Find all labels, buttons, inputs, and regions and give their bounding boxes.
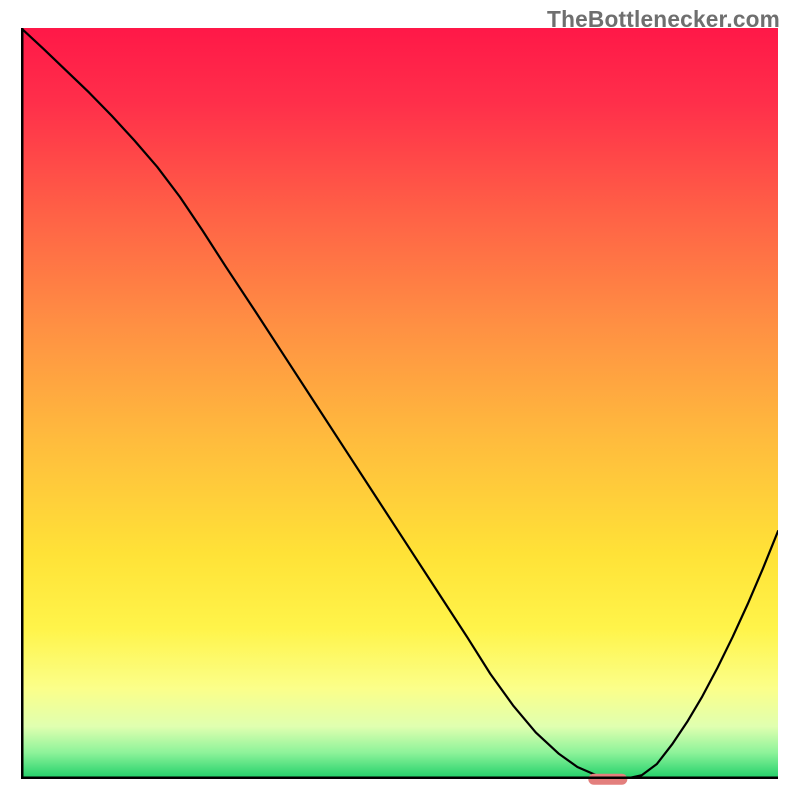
plot-gradient-background [21, 28, 778, 779]
highlight-marker [588, 774, 627, 785]
plot-area [21, 28, 778, 779]
gradient-rect [21, 28, 778, 779]
chart-container: TheBottlenecker.com [0, 0, 800, 800]
